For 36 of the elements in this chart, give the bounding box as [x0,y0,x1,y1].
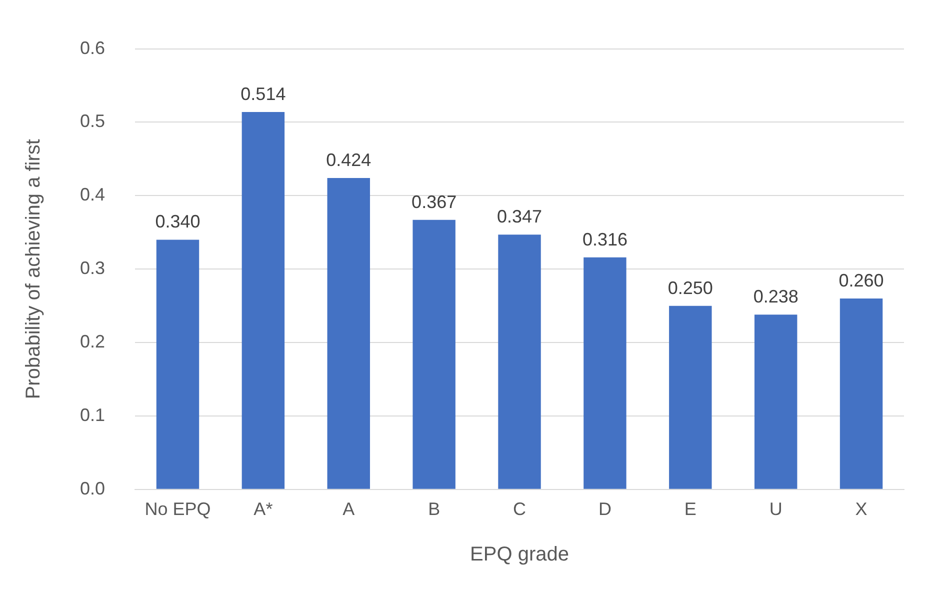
x-tick-label: X [855,499,868,520]
x-tick-label: U [769,499,782,520]
x-tick-label: No EPQ [144,499,211,520]
x-tick-label: C [513,499,526,520]
bar [754,314,798,489]
bar [412,220,456,489]
data-label: 0.260 [838,270,884,290]
y-tick-label: 0.4 [80,184,106,205]
y-tick-label: 0.2 [80,332,106,352]
x-axis-title: EPQ grade [470,544,569,566]
x-tick-label: E [684,499,696,520]
data-label: 0.367 [412,192,457,212]
data-label: 0.316 [582,229,628,250]
bar [498,234,541,489]
bar [327,178,370,489]
x-tick-label: B [428,499,440,520]
data-label: 0.340 [155,212,200,232]
data-label: 0.514 [240,84,286,104]
x-tick-label: D [598,499,612,520]
x-tick-label: A* [254,499,273,520]
y-tick-label: 0.0 [80,478,106,498]
bar [584,257,626,489]
bar [669,306,712,489]
y-tick-label: 0.6 [80,38,106,58]
y-tick-label: 0.3 [80,258,106,278]
data-label: 0.238 [753,286,798,307]
y-tick-label: 0.1 [80,404,106,425]
data-label: 0.347 [496,206,542,227]
bar [840,298,883,489]
y-axis-title: Probability of achieving a first [22,138,45,400]
bar [156,240,200,489]
bar [242,112,285,489]
data-label: 0.424 [326,150,372,170]
data-label: 0.250 [668,278,713,298]
x-tick-label: A [342,499,355,520]
y-tick-label: 0.5 [80,111,106,132]
